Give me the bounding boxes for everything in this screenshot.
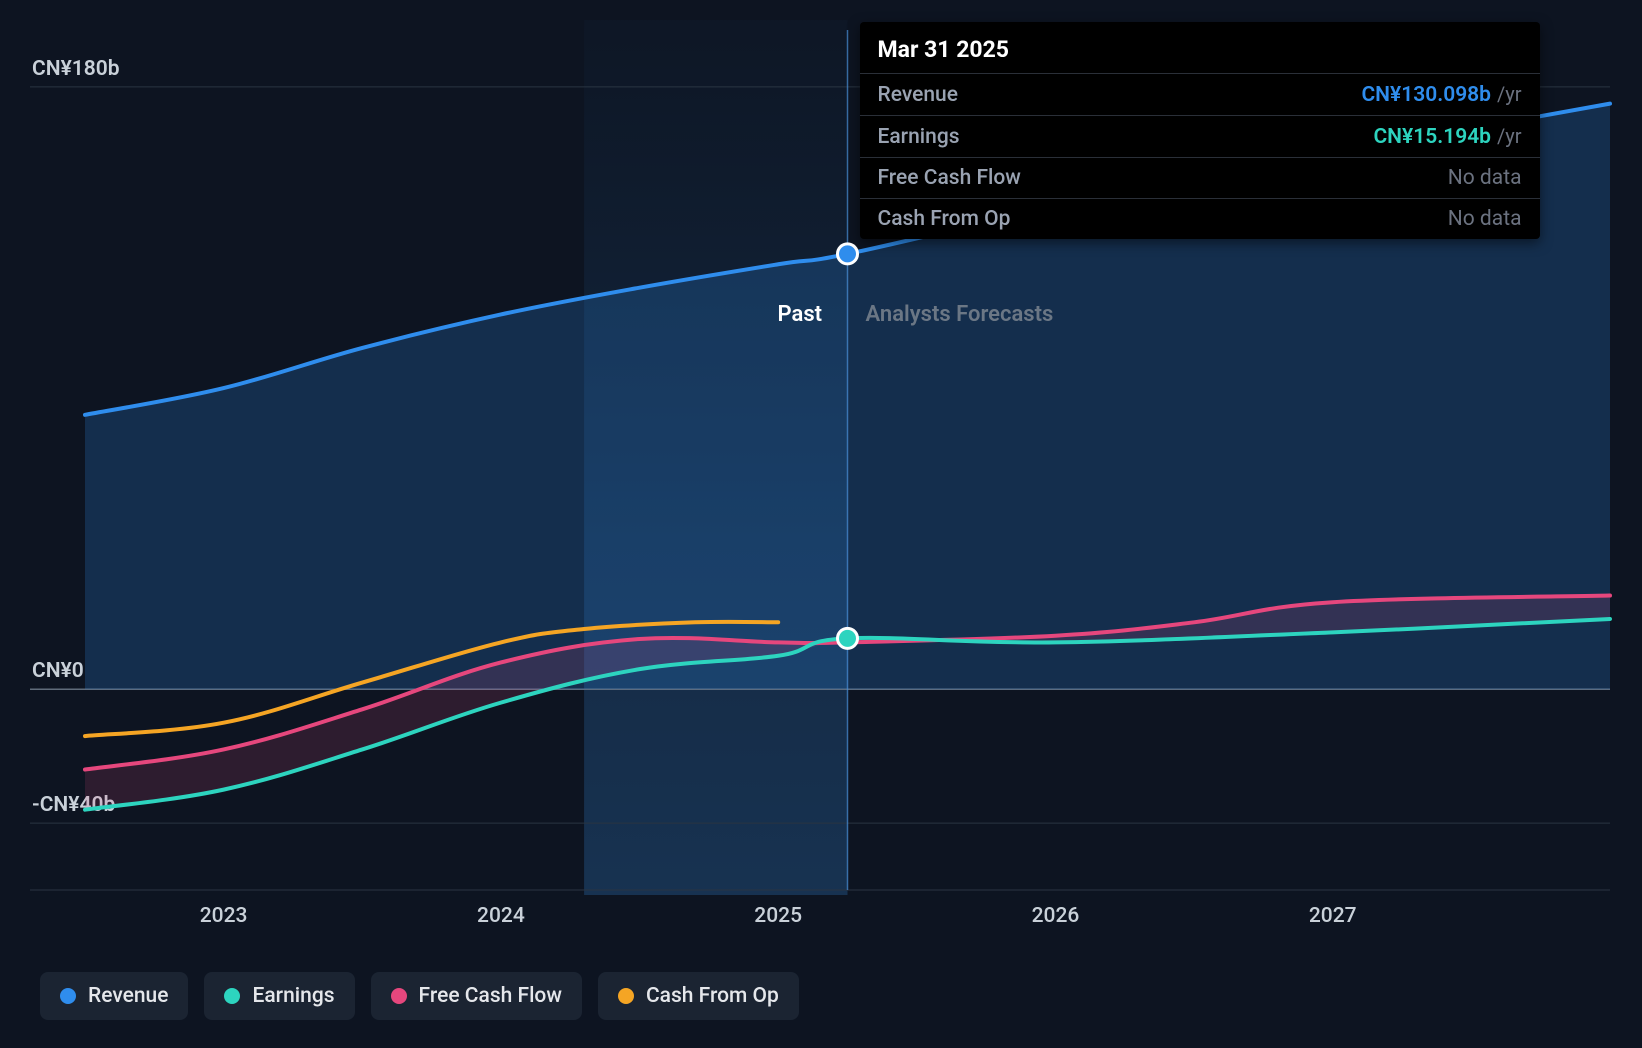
x-axis-tick-label: 2024 [477, 904, 525, 928]
x-axis-tick-label: 2026 [1032, 904, 1080, 928]
y-axis-tick-label: CN¥180b [32, 57, 120, 81]
tooltip-row-unit: /yr [1497, 82, 1522, 106]
legend-item-free_cash_flow[interactable]: Free Cash Flow [371, 972, 582, 1020]
legend-dot-icon [618, 988, 634, 1004]
legend-label: Earnings [252, 984, 334, 1008]
tooltip-row: Free Cash Flow No data [860, 157, 1540, 198]
legend-item-cash_from_op[interactable]: Cash From Op [598, 972, 799, 1020]
tooltip-row-nodata: No data [1448, 207, 1522, 231]
tooltip-row: Earnings CN¥15.194b/yr [860, 115, 1540, 157]
legend-item-revenue[interactable]: Revenue [40, 972, 188, 1020]
x-axis-tick-label: 2023 [200, 904, 248, 928]
tooltip-row-nodata: No data [1448, 166, 1522, 190]
financial-forecast-chart[interactable]: CN¥180bCN¥0-CN¥40b20232024202520262027 P… [0, 0, 1642, 1048]
legend-label: Revenue [88, 984, 168, 1008]
section-label-past: Past [778, 302, 823, 327]
tooltip-rows: Revenue CN¥130.098b/yr Earnings CN¥15.194b/… [860, 73, 1540, 239]
tooltip-row-label: Earnings [878, 125, 960, 149]
legend-item-earnings[interactable]: Earnings [204, 972, 354, 1020]
legend-dot-icon [224, 988, 240, 1004]
tooltip-row: Revenue CN¥130.098b/yr [860, 73, 1540, 115]
tooltip-row-value: CN¥15.194b [1373, 125, 1491, 149]
tooltip-row-value: CN¥130.098b [1361, 83, 1491, 107]
tooltip-row: Cash From Op No data [860, 198, 1540, 239]
legend-label: Cash From Op [646, 984, 779, 1008]
x-axis-tick-label: 2025 [754, 904, 802, 928]
y-axis-tick-label: CN¥0 [32, 659, 84, 683]
tooltip-row-label: Free Cash Flow [878, 166, 1021, 190]
section-label-forecast: Analysts Forecasts [866, 302, 1054, 327]
legend-dot-icon [391, 988, 407, 1004]
tooltip-row-label: Cash From Op [878, 207, 1011, 231]
tooltip-title: Mar 31 2025 [860, 22, 1540, 73]
marker-revenue [838, 244, 858, 264]
legend-label: Free Cash Flow [419, 984, 562, 1008]
tooltip-row-label: Revenue [878, 83, 958, 107]
chart-tooltip: Mar 31 2025 RevenueCN¥130.098b/yrEarning… [860, 22, 1540, 239]
x-axis-tick-label: 2027 [1309, 904, 1357, 928]
marker-earnings [838, 628, 858, 648]
tooltip-row-unit: /yr [1497, 124, 1522, 148]
chart-legend: Revenue Earnings Free Cash Flow Cash From O… [40, 972, 799, 1020]
legend-dot-icon [60, 988, 76, 1004]
